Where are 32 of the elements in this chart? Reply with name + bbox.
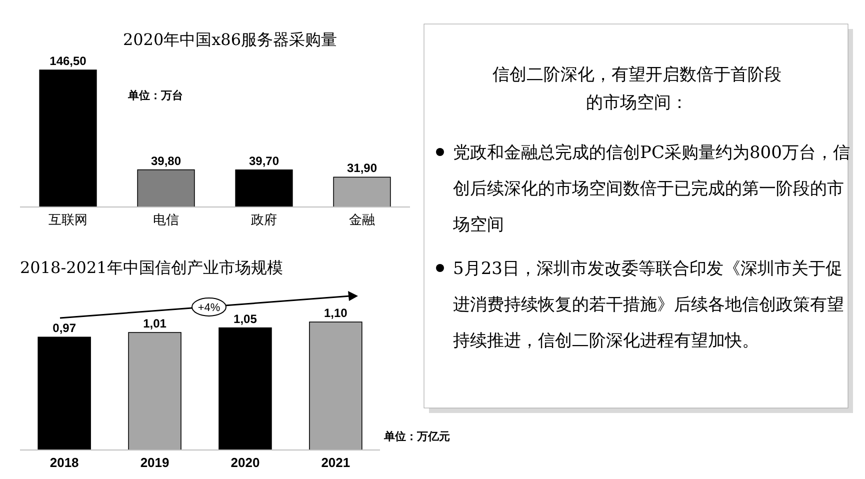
bar [218, 327, 272, 450]
data-label: 31,90 [346, 161, 378, 176]
bar [137, 169, 195, 208]
chart-title: 2020年中国x86服务器采购量 [122, 30, 338, 49]
x-tick-label: 2018 [50, 455, 79, 470]
bar [333, 176, 391, 208]
x-tick-label: 2021 [321, 455, 350, 470]
data-label: 146,50 [50, 54, 87, 68]
x-tick-label: 2019 [140, 455, 170, 470]
annotation: 单位：万台 [127, 89, 183, 102]
text: 党政和金融总完成的信创PC采购量约为800万台，信创后续深化的市场空间数倍于已完成的第一阶段的市场空间 [452, 143, 850, 235]
bar [38, 336, 91, 450]
text: +4% [198, 302, 220, 314]
x-tick-label: 互联网 [48, 213, 88, 228]
x-tick-label: 政府 [250, 212, 277, 228]
text: 5月23日，深圳市发改委等联合印发《深圳市关于促进消费持续恢复的若干措施》后续各地信创政策有望持续推进，信创二阶深化进程有望加快。 [453, 259, 844, 351]
data-label: 39,80 [150, 154, 182, 168]
text: 单位：万亿元 [383, 430, 450, 443]
bar [128, 332, 182, 450]
x-tick-label: 电信 [153, 213, 180, 228]
data-label: 0,97 [52, 321, 76, 336]
data-label: 39,70 [248, 154, 280, 168]
bar [235, 169, 293, 208]
data-label: 1,05 [234, 312, 258, 326]
chart-title: 2018-2021年中国信创产业市场规模 [20, 258, 283, 277]
x-tick-label: 2020 [230, 455, 260, 470]
data-label: 1,10 [324, 306, 348, 320]
bar [39, 70, 97, 208]
bar [309, 322, 362, 450]
text: 信创二阶深化，有望开启数倍于首阶段的市场空间： [492, 65, 782, 113]
x-tick-label: 金融 [348, 213, 375, 228]
data-label: 1,01 [143, 316, 167, 330]
